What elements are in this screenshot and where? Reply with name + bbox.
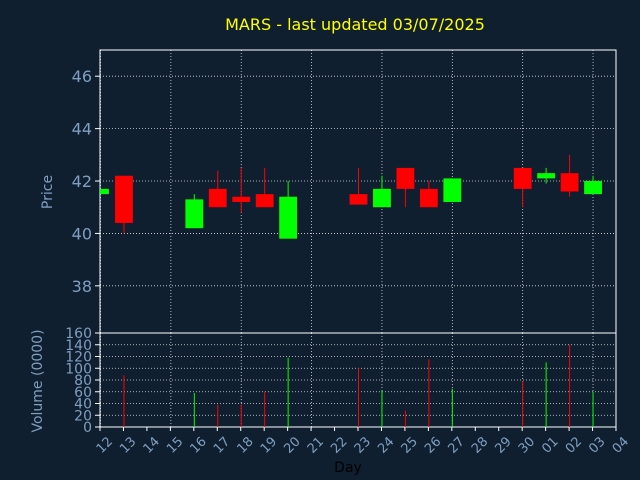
candle-body [232,196,251,202]
volume-tick-label: 60 [74,385,92,401]
candle-body [100,188,109,195]
x-tick-label: 17 [211,434,233,456]
candle-body [537,173,556,179]
x-tick-label: 24 [375,434,397,456]
price-tick-label: 38 [72,277,92,296]
x-tick-label: 30 [516,434,538,456]
x-tick-label: 13 [117,434,139,456]
volume-tick-label: 80 [74,373,92,389]
x-tick-label: 14 [141,434,163,456]
x-tick-label: 23 [352,434,374,456]
x-tick-label: 16 [188,434,210,456]
candle-body [208,188,227,208]
volume-tick-label: 20 [74,408,92,424]
x-tick-label: 15 [164,434,186,456]
candle-body [115,175,133,223]
candle-body [396,167,415,189]
candle-body [513,167,532,189]
price-tick-label: 40 [72,224,92,243]
candle-body [279,196,298,239]
candle-body [443,178,462,202]
x-tick-label: 18 [234,434,256,456]
x-tick-label: 04 [610,434,632,456]
x-tick-label: 22 [328,434,350,456]
volume-axis-label: Volume (0000) [30,329,46,432]
x-tick-label: 28 [469,434,491,456]
x-tick-label: 26 [422,434,444,456]
price-panel: 38 40 42 44 46 [72,49,617,334]
x-tick-label: 03 [586,434,608,456]
candle-body [419,188,438,208]
volume-tick-label: 40 [74,397,92,413]
x-tick-label: 02 [563,434,585,456]
x-tick-label: 27 [446,434,468,456]
x-axis-label: Day [334,460,362,476]
x-tick-label: 29 [492,434,514,456]
candle-body [373,188,391,208]
x-tick-label: 12 [94,434,116,456]
x-tick-label: 01 [539,434,561,456]
volume-tick-label: 140 [65,338,92,354]
x-tick-label: 21 [305,434,327,456]
volume-tick-label: 0 [83,420,92,436]
x-tick-label: 20 [281,434,303,456]
price-axis-label: Price [40,175,56,209]
candle-body [255,194,274,208]
candle-body [560,173,579,192]
chart-title: MARS - last updated 03/07/2025 [225,15,485,34]
price-tick-label: 46 [72,67,92,86]
candle-body [584,181,602,195]
volume-tick-label: 100 [65,361,92,377]
candle-body [185,199,204,229]
price-tick-label: 44 [72,120,92,139]
volume-tick-label: 120 [65,350,92,366]
x-tick-label: 25 [399,434,421,456]
volume-tick-label: 160 [65,326,92,342]
candle-body [349,194,368,205]
x-tick-label: 19 [258,434,280,456]
price-tick-label: 42 [72,172,92,191]
